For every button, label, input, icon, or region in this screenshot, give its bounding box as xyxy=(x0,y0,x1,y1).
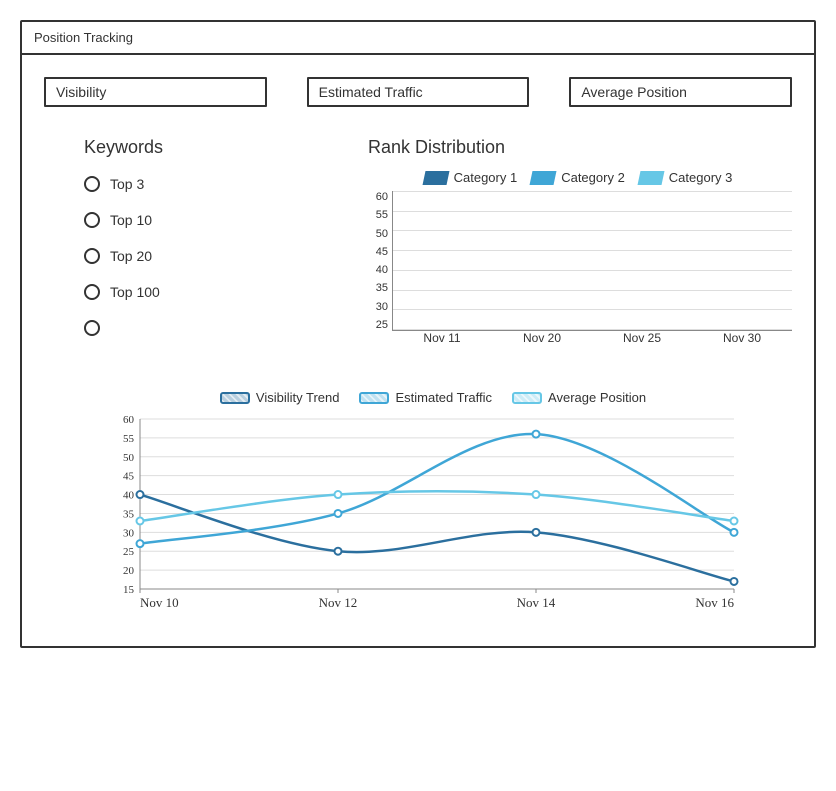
keyword-option-label: Top 20 xyxy=(110,248,152,264)
svg-text:30: 30 xyxy=(123,527,135,539)
radio-icon xyxy=(84,212,100,228)
line-marker xyxy=(137,518,144,525)
tab-average-position[interactable]: Average Position xyxy=(569,77,792,107)
keywords-panel: Keywords Top 3 Top 10 Top 20 Top 100 xyxy=(44,137,344,356)
content-area: Visibility Estimated Traffic Average Pos… xyxy=(22,55,814,646)
svg-text:55: 55 xyxy=(123,433,135,445)
keyword-option[interactable]: Top 100 xyxy=(84,284,344,300)
bar-chart-x-axis: Nov 11Nov 20Nov 25Nov 30 xyxy=(364,331,792,345)
bar-chart: 6055504540353025 xyxy=(364,191,792,331)
legend-item: Average Position xyxy=(512,390,646,405)
line-marker xyxy=(533,491,540,498)
line-marker xyxy=(533,529,540,536)
line-marker xyxy=(335,548,342,555)
line-marker xyxy=(335,491,342,498)
radio-icon xyxy=(84,248,100,264)
legend-label: Average Position xyxy=(548,390,646,405)
legend-item: Category 1 xyxy=(424,170,518,185)
window-title: Position Tracking xyxy=(22,22,814,55)
tab-estimated-traffic[interactable]: Estimated Traffic xyxy=(307,77,530,107)
radio-icon xyxy=(84,320,100,336)
svg-text:25: 25 xyxy=(123,546,135,558)
line-chart-legend: Visibility Trend Estimated Traffic Average… xyxy=(104,390,762,405)
keywords-heading: Keywords xyxy=(84,137,344,158)
legend-label: Category 1 xyxy=(454,170,518,185)
line-marker xyxy=(137,540,144,547)
main-row: Keywords Top 3 Top 10 Top 20 Top 100 Rank D… xyxy=(44,137,792,356)
svg-text:35: 35 xyxy=(123,508,135,520)
line-series xyxy=(140,491,734,521)
svg-text:Nov 14: Nov 14 xyxy=(517,595,556,610)
legend-swatch xyxy=(512,392,542,404)
svg-text:Nov 16: Nov 16 xyxy=(695,595,734,610)
bar-chart-plot xyxy=(392,191,792,331)
trend-chart-panel: Visibility Trend Estimated Traffic Average… xyxy=(44,390,792,616)
line-marker xyxy=(731,518,738,525)
legend-item: Category 2 xyxy=(531,170,625,185)
keyword-option-label: Top 10 xyxy=(110,212,152,228)
keyword-option-label: Top 3 xyxy=(110,176,144,192)
radio-icon xyxy=(84,176,100,192)
svg-text:40: 40 xyxy=(123,490,135,502)
svg-text:60: 60 xyxy=(123,414,135,426)
legend-label: Estimated Traffic xyxy=(395,390,492,405)
legend-label: Visibility Trend xyxy=(256,390,340,405)
svg-text:Nov 12: Nov 12 xyxy=(319,595,358,610)
radio-icon xyxy=(84,284,100,300)
line-marker xyxy=(731,578,738,585)
svg-text:15: 15 xyxy=(123,584,135,596)
keyword-option[interactable]: Top 3 xyxy=(84,176,344,192)
svg-text:45: 45 xyxy=(123,471,135,483)
legend-label: Category 3 xyxy=(669,170,733,185)
keyword-option-label: Top 100 xyxy=(110,284,160,300)
svg-text:20: 20 xyxy=(123,565,135,577)
app-window: Position Tracking Visibility Estimated T… xyxy=(20,20,816,648)
tab-bar: Visibility Estimated Traffic Average Pos… xyxy=(44,77,792,107)
keyword-option[interactable] xyxy=(84,320,344,336)
legend-swatch xyxy=(422,171,449,185)
svg-text:50: 50 xyxy=(123,452,135,464)
line-marker xyxy=(335,510,342,517)
keyword-option[interactable]: Top 20 xyxy=(84,248,344,264)
rank-distribution-heading: Rank Distribution xyxy=(368,137,792,158)
line-marker xyxy=(731,529,738,536)
legend-item: Visibility Trend xyxy=(220,390,340,405)
legend-label: Category 2 xyxy=(561,170,625,185)
line-series xyxy=(140,434,734,544)
bar-chart-legend: Category 1 Category 2 Category 3 xyxy=(364,170,792,185)
bar-chart-y-axis: 6055504540353025 xyxy=(364,191,392,331)
tab-visibility[interactable]: Visibility xyxy=(44,77,267,107)
line-marker xyxy=(533,431,540,438)
legend-item: Category 3 xyxy=(639,170,733,185)
legend-swatch xyxy=(637,171,664,185)
rank-distribution-panel: Rank Distribution Category 1Category 2Ca… xyxy=(364,137,792,356)
line-chart: 60 55 50 45 40 35 30 25 20 15 Nov 10 Nov 12 Nov 14 No… xyxy=(104,413,744,613)
legend-item: Estimated Traffic xyxy=(359,390,492,405)
legend-swatch xyxy=(220,392,250,404)
line-marker xyxy=(137,491,144,498)
legend-swatch xyxy=(359,392,389,404)
svg-text:Nov 10: Nov 10 xyxy=(140,595,179,610)
keyword-option[interactable]: Top 10 xyxy=(84,212,344,228)
legend-swatch xyxy=(530,171,557,185)
